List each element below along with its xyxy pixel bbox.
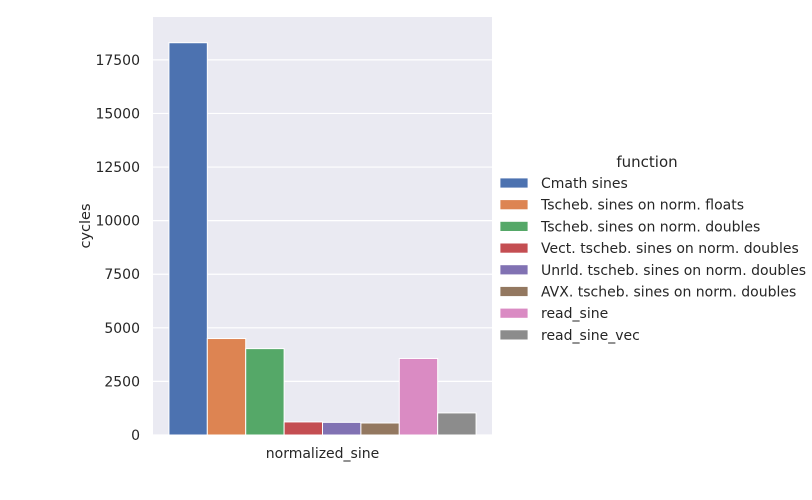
bar-vect-tscheb-sines-on-norm-doubles	[283, 421, 323, 436]
x-tick-labels: normalized_sine	[266, 446, 379, 462]
bars	[168, 42, 477, 436]
bar-read-sine	[398, 357, 439, 436]
bar-read-sine-vec	[437, 412, 477, 436]
bar-unrld-tscheb-sines-on-norm-doubles	[322, 421, 362, 436]
legend-entry-label: Unrld. tscheb. sines on norm. doubles	[541, 263, 806, 279]
legend-swatch	[499, 242, 529, 254]
legend-entry-label: Tscheb. sines on norm. doubles	[540, 219, 760, 235]
legend-entry-label: Cmath sines	[541, 176, 628, 192]
legend-entry-label: Vect. tscheb. sines on norm. doubles	[541, 241, 799, 257]
y-tick-label: 15000	[95, 106, 140, 122]
bar-tscheb-sines-on-norm-doubles	[245, 348, 285, 436]
legend-entry-label: AVX. tscheb. sines on norm. doubles	[541, 285, 796, 301]
bar-avx-tscheb-sines-on-norm-doubles	[360, 422, 400, 436]
bar-tscheb-sines-on-norm-floats	[206, 338, 247, 436]
y-tick-label: 2500	[104, 374, 140, 390]
legend: function Cmath sines Tscheb. sines on nor…	[499, 153, 806, 344]
legend-entry-label: read_sine_vec	[541, 328, 640, 344]
y-tick-label: 17500	[95, 53, 140, 69]
y-tick-label: 5000	[104, 321, 140, 337]
legend-entry-label: Tscheb. sines on norm. floats	[540, 198, 744, 214]
legend-title: function	[616, 153, 677, 171]
legend-swatch	[499, 220, 529, 232]
y-tick-label: 12500	[95, 160, 140, 176]
legend-swatch	[499, 307, 529, 319]
y-tick-label: 7500	[104, 267, 140, 283]
legend-swatch	[499, 264, 529, 276]
legend-swatch	[499, 199, 529, 211]
x-tick-label: normalized_sine	[266, 446, 379, 462]
y-tick-labels: 0 2500 5000 7500 10000 12500 15000 17500	[95, 53, 140, 444]
legend-swatch	[499, 329, 529, 341]
legend-swatch	[499, 286, 529, 297]
y-tick-label: 0	[131, 428, 140, 444]
bar-cmath-sines	[168, 42, 208, 436]
y-tick-label: 10000	[95, 214, 140, 230]
legend-entry-label: read_sine	[541, 306, 608, 322]
legend-swatch	[499, 177, 529, 189]
y-axis-label: cycles	[78, 203, 94, 248]
